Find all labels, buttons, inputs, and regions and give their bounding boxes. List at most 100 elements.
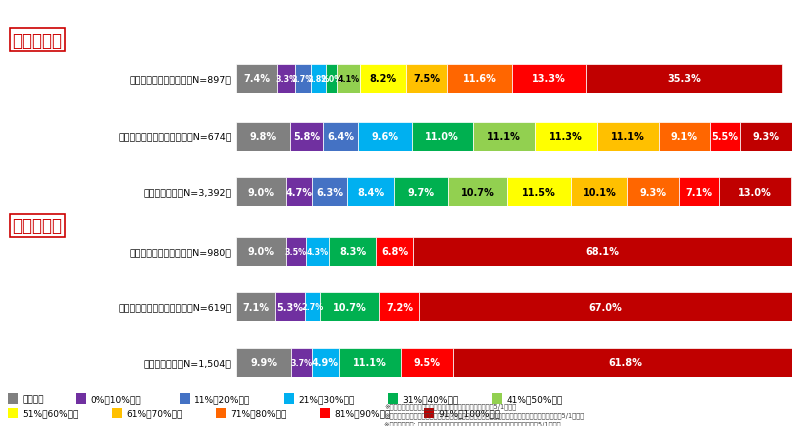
Bar [305,293,320,322]
Bar [710,122,740,151]
Text: 緊急事態宣言対象地域（N=897）: 緊急事態宣言対象地域（N=897） [130,75,232,84]
Text: 2.0%: 2.0% [321,75,342,84]
Bar [330,237,375,266]
Bar [534,122,598,151]
Text: 7.1%: 7.1% [686,187,712,197]
Bar [512,65,586,94]
Text: 3.5%: 3.5% [285,247,307,256]
Text: まん延防止等重点措置地域（N=619）: まん延防止等重点措置地域（N=619） [118,302,232,312]
Bar [312,178,347,207]
Text: 31%～40%減少: 31%～40%減少 [402,394,458,403]
Bar [236,178,286,207]
Text: 9.3%: 9.3% [753,132,780,142]
Bar [291,348,312,377]
Bar [347,178,394,207]
Text: 5.5%: 5.5% [711,132,738,142]
Text: 11.1%: 11.1% [353,357,386,368]
Bar [236,237,286,266]
Bar [598,122,659,151]
Text: 10.7%: 10.7% [333,302,366,312]
Text: 11.3%: 11.3% [549,132,583,142]
Text: 0%～10%減少: 0%～10%減少 [90,394,141,403]
Text: 11.1%: 11.1% [487,132,521,142]
Bar [447,65,512,94]
Bar [306,237,330,266]
Bar [454,348,797,377]
Bar [322,122,358,151]
Text: 68.1%: 68.1% [586,247,620,257]
Bar [571,178,627,207]
Text: 4.3%: 4.3% [306,247,329,256]
Text: 4.7%: 4.7% [286,187,313,197]
Text: 9.6%: 9.6% [371,132,398,142]
Text: その他の地域（N=3,392）: その他の地域（N=3,392） [144,187,232,197]
Bar [275,293,305,322]
Bar [339,348,401,377]
Bar [337,65,360,94]
Bar [236,293,275,322]
Bar [419,293,792,322]
Bar [507,178,571,207]
Text: ＜宿泊業＞: ＜宿泊業＞ [12,32,62,49]
Bar [326,65,337,94]
Bar [406,65,447,94]
Text: 8.3%: 8.3% [339,247,366,257]
Text: 11.5%: 11.5% [522,187,556,197]
Text: 4.1%: 4.1% [338,75,360,84]
Text: 8.4%: 8.4% [357,187,384,197]
Text: 5.8%: 5.8% [293,132,320,142]
Bar [414,237,792,266]
Text: 9.8%: 9.8% [250,132,277,142]
Text: 9.3%: 9.3% [640,187,666,197]
Bar [627,178,679,207]
Text: 9.9%: 9.9% [250,357,277,368]
Bar [473,122,534,151]
Bar [740,122,792,151]
Bar [375,237,414,266]
Text: 51%～60%減少: 51%～60%減少 [22,409,78,417]
Bar [394,178,448,207]
Bar [358,122,412,151]
Text: 3.3%: 3.3% [275,75,298,84]
Text: 2.7%: 2.7% [292,75,314,84]
Text: 91%～100%減少: 91%～100%減少 [438,409,501,417]
Text: 11.6%: 11.6% [462,74,497,84]
Bar [659,122,710,151]
Text: 9.1%: 9.1% [671,132,698,142]
Text: 13.3%: 13.3% [532,74,566,84]
Bar [236,65,277,94]
Text: まん延防止等重点措置地域（N=674）: まん延防止等重点措置地域（N=674） [118,132,232,141]
Bar [379,293,419,322]
Text: 7.2%: 7.2% [386,302,413,312]
Text: 11.0%: 11.0% [426,132,459,142]
Bar [360,65,406,94]
Bar [277,65,295,94]
Text: ＜旅行業＞: ＜旅行業＞ [12,217,62,235]
Bar [310,65,326,94]
Text: 67.0%: 67.0% [589,302,622,312]
Text: 6.3%: 6.3% [316,187,343,197]
Text: 9.5%: 9.5% [414,357,441,368]
Text: 減少せず: 減少せず [22,394,44,403]
Bar [679,178,718,207]
Text: 10.7%: 10.7% [461,187,494,197]
Text: 71%～80%減少: 71%～80%減少 [230,409,286,417]
Text: 2.8%: 2.8% [307,75,330,84]
Bar [586,65,782,94]
Text: 6.4%: 6.4% [327,132,354,142]
Text: 13.0%: 13.0% [738,187,772,197]
Text: 9.0%: 9.0% [247,187,274,197]
Bar [236,348,291,377]
Text: 11%～20%減少: 11%～20%減少 [194,394,250,403]
Text: 61.8%: 61.8% [608,357,642,368]
Text: 6.8%: 6.8% [381,247,408,257]
Text: 5.3%: 5.3% [277,302,304,312]
Text: 81%～90%減少: 81%～90%減少 [334,409,390,417]
Bar [320,293,379,322]
Text: 9.0%: 9.0% [247,247,274,257]
Text: 9.7%: 9.7% [407,187,434,197]
Bar [401,348,454,377]
Bar [312,348,339,377]
Text: 41%～50%減少: 41%～50%減少 [506,394,562,403]
Text: 10.1%: 10.1% [582,187,616,197]
